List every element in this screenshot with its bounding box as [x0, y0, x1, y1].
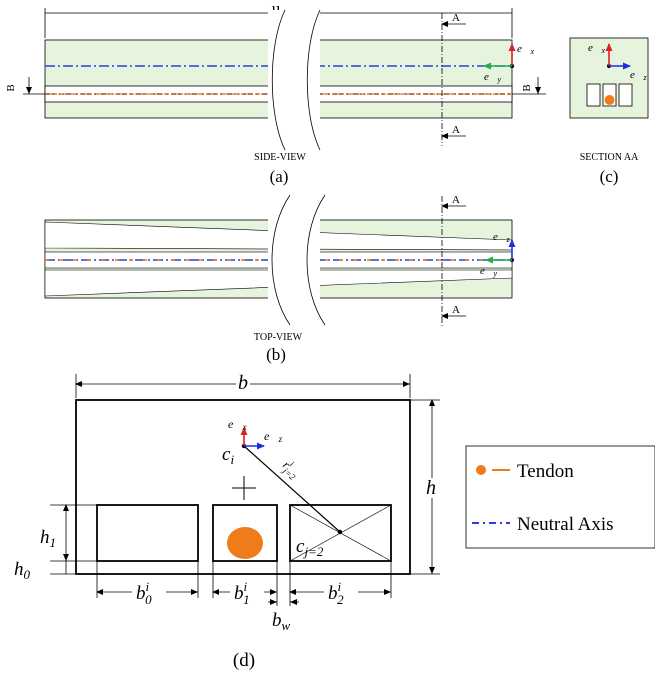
- ez-label-section: e⃗z: [630, 69, 647, 82]
- ex-label-side: e⃗x: [517, 43, 534, 56]
- top-view: A A e⃗z e⃗y TOP-VIEW (b): [44, 194, 516, 364]
- section-a-label-top-view-lower: A: [452, 304, 460, 316]
- legend-box: [465, 445, 655, 549]
- panel-label-c: (c): [600, 167, 619, 186]
- ez-label-detail: e⃗z: [264, 429, 283, 444]
- legend-item-neutral-axis: Neutral Axis: [517, 514, 614, 535]
- ci-label: ci: [222, 444, 234, 467]
- panel-label-a: (a): [270, 167, 289, 186]
- section-aa-caption: SECTION AA: [580, 152, 639, 163]
- length-label: u: [272, 0, 281, 18]
- side-view: u B B A A e⃗x e⃗y SIDE-VIEW (a): [5, 0, 546, 186]
- tendon: [227, 527, 263, 559]
- top-view-caption: TOP-VIEW: [254, 332, 303, 343]
- section-b-label-left: B: [5, 84, 17, 91]
- ex-label-section: e⃗x: [588, 42, 605, 55]
- ey-label-side: e⃗y: [484, 71, 501, 84]
- ez-label-top: e⃗z: [493, 231, 510, 244]
- panel-label-d: (d): [233, 650, 255, 671]
- h1-label: h1: [40, 527, 56, 550]
- width-label: b: [238, 372, 248, 394]
- ey-label-top: e⃗y: [480, 265, 497, 278]
- h0-label: h0: [14, 559, 31, 582]
- tendon-legend-icon: [476, 465, 486, 475]
- section-a-label-bottom: A: [452, 124, 460, 136]
- b0-label: bi 0: [136, 579, 152, 607]
- section-a-label-top-view-upper: A: [452, 194, 460, 206]
- void-box-0: [96, 504, 199, 562]
- cross-section-detail: b h e⃗x e⃗z ci rij=2 cj=2: [14, 372, 441, 671]
- height-label: h: [426, 477, 436, 499]
- section-b-label-right: B: [521, 84, 533, 91]
- legend: Tendon Neutral Axis: [465, 445, 655, 549]
- cj-label: cj=2: [296, 536, 324, 559]
- section-aa: e⃗x e⃗z SECTION AA (c): [569, 37, 649, 186]
- bw-label: bw: [272, 610, 291, 633]
- radius-line: [243, 445, 341, 533]
- section-a-label-top: A: [452, 12, 460, 24]
- break-line-right: [306, 9, 321, 151]
- panel-label-b: (b): [266, 345, 286, 364]
- ex-label-detail: e⃗x: [228, 417, 247, 432]
- b1-label: bi 1: [234, 579, 250, 607]
- legend-item-tendon: Tendon: [517, 461, 574, 482]
- b2-label: bi 2: [328, 579, 344, 607]
- side-view-caption: SIDE-VIEW: [254, 152, 306, 163]
- tendon-section-aa: [604, 95, 615, 105]
- break-line-left: [271, 9, 286, 151]
